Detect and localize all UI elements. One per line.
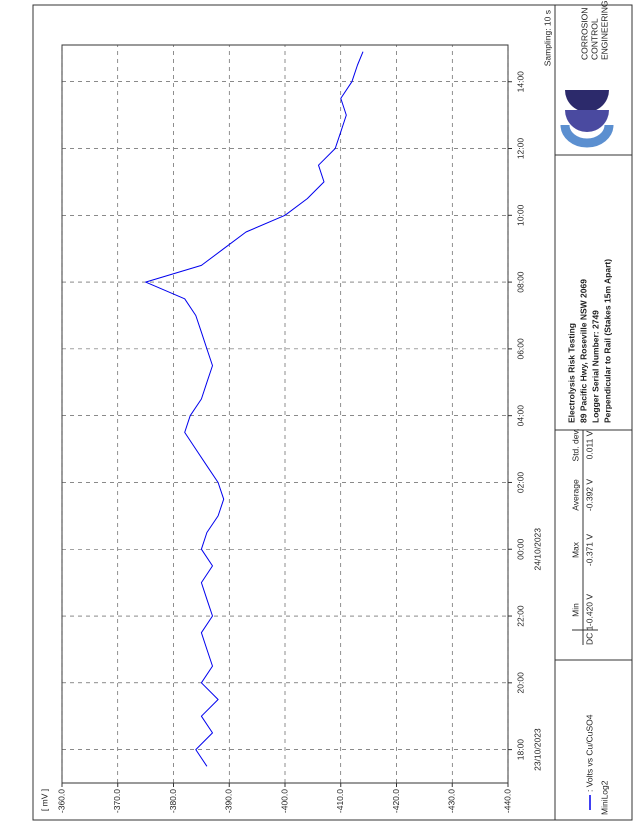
x-tick-label: 18:00 xyxy=(515,739,525,761)
x-tick-label: 08:00 xyxy=(515,271,525,293)
title-line: 89 Pacific Hwy, Roseville NSW 2069 xyxy=(578,279,588,423)
title-line: Logger Serial Number: 2749 xyxy=(590,310,600,423)
y-tick-label: -400.0 xyxy=(279,789,289,813)
logo-text: CORROSION xyxy=(579,8,589,60)
footer: MiniLog2 xyxy=(599,780,609,815)
sheet-frame xyxy=(32,4,633,821)
stats-header: Min xyxy=(570,603,580,617)
stats-value: -0.371 V xyxy=(584,534,594,566)
logo-text: ENGINEERING xyxy=(599,0,609,60)
rotated-sheet: -360.0 -370.0 -380.0 -390.0 -400.0 -410.0 -420… xyxy=(32,0,633,821)
y-tick-label: -440.0 xyxy=(502,789,512,813)
date-label: 23/10/2023 xyxy=(532,728,542,771)
x-tick-label: 12:00 xyxy=(515,138,525,160)
x-tick-label: 00:00 xyxy=(515,538,525,560)
y-tick-label: -380.0 xyxy=(168,789,178,813)
y-tick-label: -430.0 xyxy=(447,789,457,813)
title-line: Electrolysis Risk Testing xyxy=(566,323,576,423)
stats-header: Max xyxy=(570,541,580,558)
stats-value: 0.011 V xyxy=(584,430,594,459)
title-line: Perpendicular to Rail (Stakes 15m Apart) xyxy=(602,259,612,423)
y-tick-label: -360.0 xyxy=(56,789,66,813)
stats-header: Average xyxy=(570,479,580,511)
y-tick-label: -370.0 xyxy=(112,789,122,813)
data-line xyxy=(145,51,364,767)
y-tick-label: -420.0 xyxy=(391,789,401,813)
logo-shape xyxy=(565,90,609,112)
stats-value: -0.420 V xyxy=(584,594,594,626)
y-tick-label: -410.0 xyxy=(335,789,345,813)
stats-value: -0.392 V xyxy=(584,479,594,511)
x-tick-label: 02:00 xyxy=(515,472,525,494)
x-tick-label: 04:00 xyxy=(515,405,525,427)
logo-text: CONTROL xyxy=(589,18,599,60)
y-tick-label: -390.0 xyxy=(224,789,234,813)
x-tick-label: 06:00 xyxy=(515,338,525,360)
legend-label: : Volts vs Cu/CuSO4 xyxy=(584,714,594,792)
y-axis-label: [ mV ] xyxy=(39,789,49,811)
x-tick-label: 10:00 xyxy=(515,204,525,226)
logo-shape xyxy=(565,110,609,132)
stats-header: Std. dev. xyxy=(570,429,580,462)
x-tick-label: 22:00 xyxy=(515,605,525,627)
stats-row-label: DC 1 xyxy=(584,625,594,645)
logo-shape xyxy=(560,124,614,148)
x-tick-label: 20:00 xyxy=(515,672,525,694)
date-label: 24/10/2023 xyxy=(532,528,542,571)
x-tick-label: 14:00 xyxy=(515,71,525,93)
sampling: Sampling: 10 s xyxy=(542,10,552,66)
